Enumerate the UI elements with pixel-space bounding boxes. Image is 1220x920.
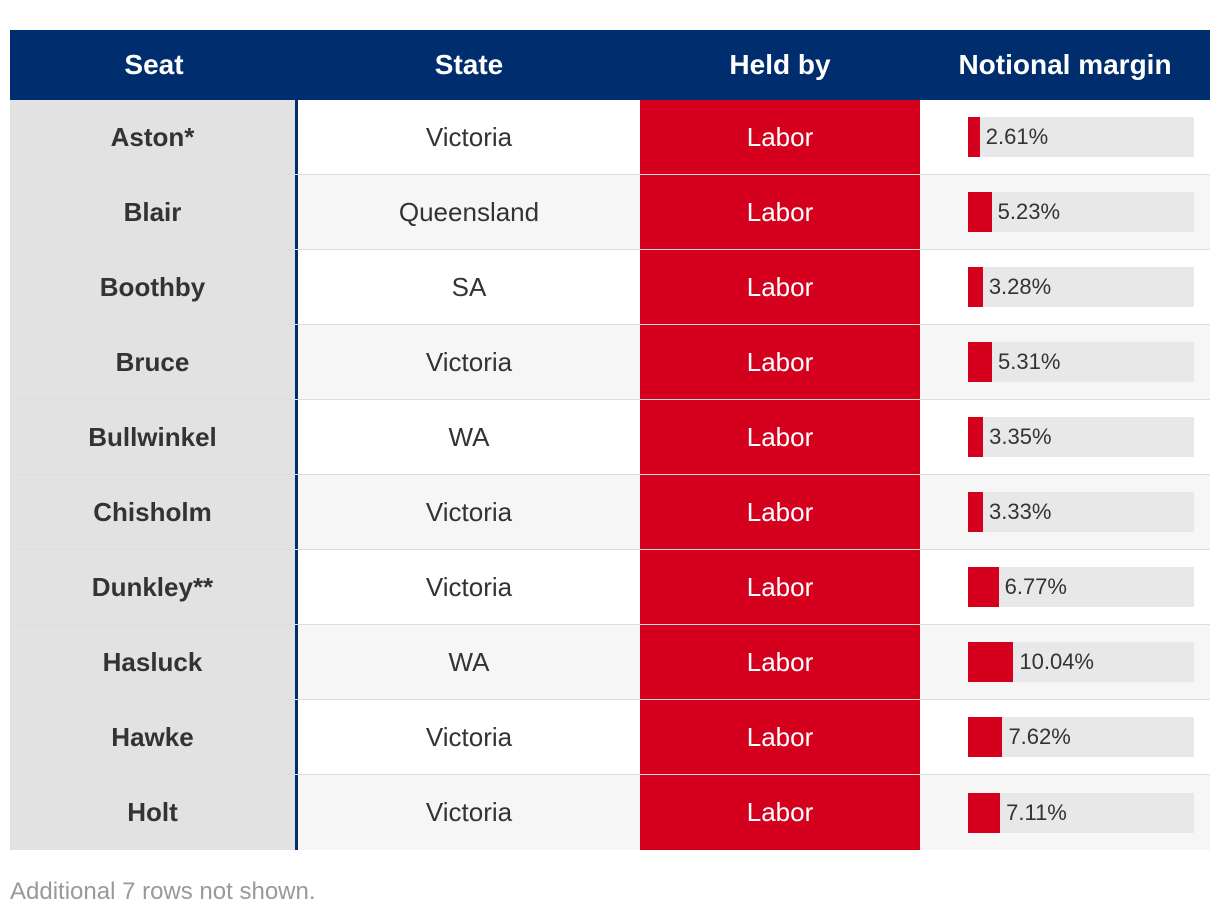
margin-label: 2.61%	[985, 124, 1049, 149]
margin-cell: 5.23%	[920, 175, 1210, 249]
margin-label: 7.11%	[1006, 799, 1067, 825]
held-by-cell: Labor	[640, 100, 920, 174]
table-row: Hawke Victoria Labor 7.62%	[10, 700, 1210, 775]
state-cell: Victoria	[298, 775, 640, 850]
margin-cell: 7.62%	[920, 700, 1210, 774]
state-cell: Victoria	[298, 475, 640, 549]
table-row: Aston* Victoria Labor 2.61%	[10, 100, 1210, 175]
table-row: Bruce Victoria Labor 5.31%	[10, 325, 1210, 400]
margin-bar	[968, 192, 992, 232]
margin-bar-track: 3.28%	[968, 267, 1194, 307]
margin-bar	[968, 267, 983, 307]
seat-cell: Aston*	[10, 100, 298, 174]
margin-bar	[968, 717, 1003, 757]
seat-cell: Bruce	[10, 325, 298, 399]
margin-label: 10.04%	[1019, 649, 1094, 674]
seat-cell: Holt	[10, 775, 298, 850]
held-by-cell: Labor	[640, 400, 920, 474]
header-notional-margin[interactable]: Notional margin	[958, 49, 1172, 80]
margin-bar-track: 2.61%	[968, 117, 1194, 157]
state-cell: SA	[298, 250, 640, 324]
margin-cell: 3.28%	[920, 250, 1210, 324]
held-by-cell: Labor	[640, 550, 920, 624]
table-row: Bullwinkel WA Labor 3.35%	[10, 400, 1210, 475]
table-body: Aston* Victoria Labor 2.61% Blair Queensland L…	[10, 100, 1210, 850]
margin-bar-track: 6.77%	[968, 567, 1194, 607]
table-header: Seat State Held by Notional margin	[10, 30, 1210, 100]
margin-bar-track: 10.04%	[968, 642, 1194, 682]
held-by-cell: Labor	[640, 475, 920, 549]
margin-bar	[968, 567, 999, 607]
held-by-cell: Labor	[640, 325, 920, 399]
margin-bar	[968, 492, 984, 532]
seat-cell: Blair	[10, 175, 298, 249]
table-row: Hasluck WA Labor 10.04%	[10, 625, 1210, 700]
table-row: Dunkley** Victoria Labor 6.77%	[10, 550, 1210, 625]
margin-label: 7.62%	[1008, 724, 1071, 749]
held-by-cell: Labor	[640, 625, 920, 699]
header-seat[interactable]: Seat	[124, 49, 184, 80]
margin-cell: 6.77%	[920, 550, 1210, 624]
seat-cell: Hasluck	[10, 625, 298, 699]
margin-cell: 5.31%	[920, 325, 1210, 399]
held-by-cell: Labor	[640, 175, 920, 249]
margin-bar-track: 7.62%	[968, 717, 1194, 757]
footnote: Additional 7 rows not shown.	[10, 878, 316, 905]
held-by-cell: Labor	[640, 250, 920, 324]
margin-label: 3.35%	[989, 424, 1052, 449]
seat-cell: Dunkley**	[10, 550, 298, 624]
margin-label: 5.31%	[998, 349, 1061, 374]
margin-label: 6.77%	[1004, 574, 1067, 599]
state-cell: WA	[298, 625, 640, 699]
margin-bar	[968, 792, 1001, 833]
margin-cell: 2.61%	[920, 100, 1210, 174]
state-cell: Victoria	[298, 325, 640, 399]
held-by-cell: Labor	[640, 775, 920, 850]
seat-cell: Hawke	[10, 700, 298, 774]
table-row: Blair Queensland Labor 5.23%	[10, 175, 1210, 250]
margin-bar-track: 5.31%	[968, 342, 1194, 382]
seat-cell: Boothby	[10, 250, 298, 324]
seat-cell: Bullwinkel	[10, 400, 298, 474]
header-state[interactable]: State	[434, 49, 504, 80]
table-row: Boothby SA Labor 3.28%	[10, 250, 1210, 325]
table-row: Chisholm Victoria Labor 3.33%	[10, 475, 1210, 550]
margin-label: 5.23%	[997, 199, 1061, 224]
margin-bar-track: 3.33%	[968, 492, 1194, 532]
state-cell: Victoria	[298, 100, 640, 174]
margin-label: 3.33%	[989, 499, 1052, 524]
margin-cell: 3.35%	[920, 400, 1210, 474]
table-row: Holt Victoria Labor 7.11%	[10, 775, 1210, 850]
margin-bar	[968, 117, 980, 157]
margin-cell: 10.04%	[920, 625, 1210, 699]
margin-bar-track: 7.11%	[968, 792, 1194, 833]
state-cell: Victoria	[298, 550, 640, 624]
state-cell: Queensland	[298, 175, 640, 249]
margin-label: 3.28%	[988, 274, 1052, 299]
margin-bar-track: 3.35%	[968, 417, 1194, 457]
margin-bar-track: 5.23%	[968, 192, 1194, 232]
state-cell: Victoria	[298, 700, 640, 774]
state-cell: WA	[298, 400, 640, 474]
header-held-by[interactable]: Held by	[729, 49, 831, 80]
margin-bar	[968, 417, 984, 457]
margin-bar	[968, 342, 992, 382]
margin-cell: 7.11%	[920, 775, 1210, 850]
margin-bar	[968, 642, 1014, 682]
margin-cell: 3.33%	[920, 475, 1210, 549]
seats-table: Seat State Held by Notional margin Aston…	[10, 30, 1210, 850]
seat-cell: Chisholm	[10, 475, 298, 549]
held-by-cell: Labor	[640, 700, 920, 774]
